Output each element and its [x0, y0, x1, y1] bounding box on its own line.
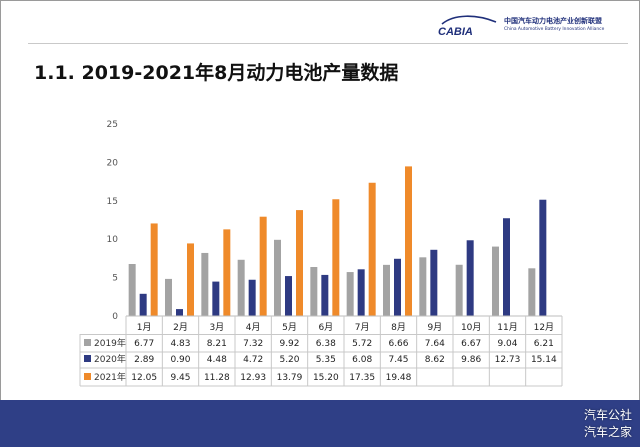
bar-2021年-2月 [187, 243, 194, 316]
footer-bar [0, 400, 640, 447]
org-name-cn: 中国汽车动力电池产业创新联盟 [504, 17, 602, 25]
table-cell: 5.35 [316, 355, 336, 365]
y-tick-label: 25 [107, 120, 118, 130]
table-cell: 0.90 [170, 355, 190, 365]
table-cell: 6.66 [388, 339, 408, 349]
bar-2021年-8月 [405, 166, 412, 316]
table-cell: 7.64 [425, 339, 445, 349]
slide-title: 1.1. 2019-2021年8月动力电池产量数据 [34, 62, 399, 84]
table-cell: 4.48 [207, 355, 227, 365]
bar-2019年-8月 [383, 264, 390, 316]
table-cell: 8.62 [425, 355, 445, 365]
bar-2019年-11月 [492, 246, 499, 316]
bar-2019年-7月 [346, 272, 354, 316]
bar-2019年-4月 [237, 259, 245, 316]
table-cell: 7.45 [388, 355, 408, 365]
svg-text:CABIA: CABIA [438, 26, 473, 38]
org-name-en: China Automotive Battery Innovation Alli… [504, 27, 605, 32]
table-cell: 6.67 [461, 339, 481, 349]
bar-2021年-7月 [368, 182, 376, 316]
y-tick-label: 20 [107, 158, 119, 168]
bar-2021年-5月 [296, 210, 303, 316]
table-cell: 5.72 [352, 339, 372, 349]
watermark-line-2: 汽车之家 [583, 425, 632, 439]
y-tick-label: 0 [112, 312, 118, 322]
bar-2021年-3月 [223, 229, 231, 316]
bar-2021年-1月 [150, 223, 158, 316]
cabia-logo-mark-icon: CABIA [438, 15, 497, 38]
bar-2020年-2月 [176, 309, 183, 316]
table-cell: 17.35 [349, 373, 375, 383]
y-tick-label: 10 [107, 235, 119, 245]
table-cell: 15.14 [531, 355, 557, 365]
x-tick-label: 12月 [534, 322, 554, 333]
table-cell: 6.77 [134, 339, 154, 349]
legend-swatch-2019年 [84, 339, 91, 346]
table-cell: 13.79 [277, 373, 303, 383]
legend-label-2019年: 2019年 [94, 337, 126, 349]
legend-label-2020年: 2020年 [94, 353, 126, 365]
table-cell: 7.32 [243, 339, 263, 349]
bar-2020年-4月 [248, 279, 256, 316]
legend-swatch-2021年 [84, 373, 91, 380]
table-cell: 2.89 [134, 355, 154, 365]
table-cell: 4.83 [170, 339, 190, 349]
table-cell: 11.28 [204, 373, 230, 383]
bar-2019年-10月 [455, 264, 463, 316]
table-cell: 6.38 [316, 339, 336, 349]
table-cell: 6.21 [534, 339, 554, 349]
y-tick-label: 5 [112, 274, 118, 284]
table-cell: 5.20 [279, 355, 299, 365]
table-cell: 9.04 [497, 339, 517, 349]
title-rule [28, 43, 628, 44]
table-cell: 15.20 [313, 373, 339, 383]
x-tick-label: 6月 [318, 322, 333, 333]
x-tick-label: 11月 [497, 322, 517, 333]
chart: 0 5 10 15 20 25 1月 2月 3月 4月 5月 6月 7月 8月 9月 10月 11月 12月 201… [79, 120, 563, 387]
bar-2020年-7月 [357, 269, 365, 316]
bar-2019年-9月 [419, 257, 427, 316]
cabia-logo: CABIA 中国汽车动力电池产业创新联盟 China Automotive Ba… [436, 14, 632, 40]
table-cell: 12.93 [240, 373, 266, 383]
bar-2020年-6月 [321, 274, 329, 316]
bar-2020年-8月 [394, 258, 401, 316]
bar-2021年-6月 [332, 199, 340, 316]
watermark-line-1: 汽车公社 [583, 408, 632, 422]
table-cell: 12.05 [131, 373, 157, 383]
bar-2020年-10月 [466, 240, 474, 316]
legend-swatch-2020年 [84, 355, 91, 362]
legend-label-2021年: 2021年 [94, 371, 126, 383]
x-tick-label: 8月 [391, 322, 406, 333]
x-tick-label: 7月 [355, 322, 370, 333]
x-tick-label: 1月 [137, 322, 152, 333]
y-tick-label: 15 [107, 197, 118, 207]
bar-2019年-1月 [128, 264, 136, 316]
table-cell: 12.73 [495, 355, 521, 365]
table-cell: 9.86 [461, 355, 481, 365]
x-tick-label: 4月 [246, 322, 261, 333]
table-cell: 4.72 [243, 355, 263, 365]
bar-2019年-3月 [201, 252, 209, 316]
table-cell: 9.92 [279, 339, 299, 349]
bar-2019年-5月 [274, 239, 281, 316]
bar-2019年-6月 [310, 267, 318, 316]
bar-2020年-9月 [430, 249, 438, 316]
bar-2019年-2月 [165, 278, 172, 316]
bar-2020年-12月 [539, 199, 547, 316]
bar-2020年-11月 [503, 218, 510, 316]
table-cell: 8.21 [207, 339, 227, 349]
x-tick-label: 3月 [209, 322, 224, 333]
bar-2021年-4月 [259, 216, 267, 316]
x-tick-label: 10月 [461, 322, 481, 333]
bar-2020年-3月 [212, 281, 220, 316]
table-cell: 9.45 [170, 373, 190, 383]
table-cell: 19.48 [386, 373, 412, 383]
x-tick-label: 2月 [173, 322, 188, 333]
bar-2020年-5月 [285, 276, 292, 316]
table-cell: 6.08 [352, 355, 372, 365]
bar-2020年-1月 [139, 293, 147, 316]
bar-2019年-12月 [528, 268, 536, 316]
x-tick-label: 9月 [427, 322, 442, 333]
x-tick-label: 5月 [282, 322, 297, 333]
